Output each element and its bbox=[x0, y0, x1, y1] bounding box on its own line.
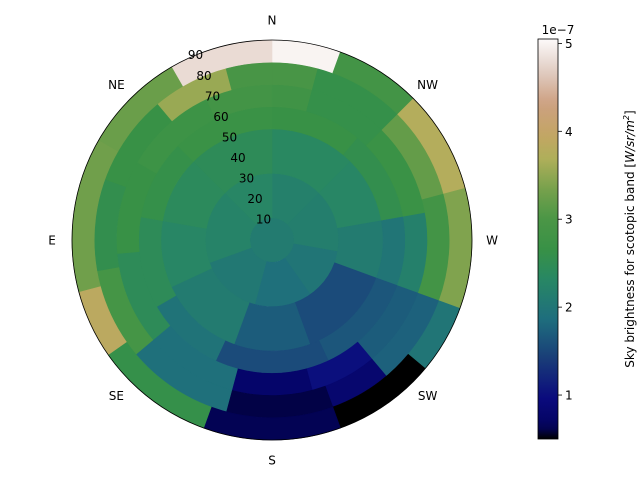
colorbar-label-main: Sky brightness for scotopic band [ bbox=[623, 163, 637, 368]
direction-label-s: S bbox=[268, 454, 276, 468]
colorbar-tick-label-3: 3 bbox=[565, 213, 573, 227]
colorbar-tick-label-2: 2 bbox=[565, 301, 573, 315]
radial-tick-label-70: 70 bbox=[205, 89, 220, 103]
colorbar-label-close: ] bbox=[623, 110, 637, 115]
colorbar-gradient bbox=[538, 39, 558, 439]
radial-tick-labels: 10 20 30 40 50 60 70 80 90 bbox=[188, 48, 271, 226]
radial-tick-label-90: 90 bbox=[188, 48, 203, 62]
direction-label-ne: NE bbox=[108, 78, 125, 92]
colorbar: 1 2 3 4 5 1e−7 Sky brightness for scotopic b… bbox=[537, 23, 637, 440]
sky-brightness-wedges bbox=[71, 39, 473, 441]
colorbar-frame bbox=[537, 38, 559, 440]
direction-label-sw: SW bbox=[418, 389, 438, 403]
direction-label-se: SE bbox=[109, 389, 124, 403]
colorbar-label-unit-exponent: 2 bbox=[622, 115, 631, 120]
direction-label-e: E bbox=[48, 234, 56, 248]
polar-plot-border bbox=[71, 39, 473, 441]
polar-plot-area: 10 20 30 40 50 60 70 80 90 N NW W SW S SE E NE bbox=[48, 14, 498, 468]
colorbar-ticks: 1 2 3 4 5 bbox=[558, 37, 573, 403]
radial-tick-label-60: 60 bbox=[213, 110, 228, 124]
radial-tick-label-20: 20 bbox=[247, 192, 262, 206]
colorbar-label: Sky brightness for scotopic band [W/sr/m… bbox=[622, 110, 637, 367]
radial-tick-label-40: 40 bbox=[230, 151, 245, 165]
direction-labels: N NW W SW S SE E NE bbox=[48, 14, 498, 468]
direction-label-n: N bbox=[268, 14, 277, 28]
radial-tick-label-30: 30 bbox=[239, 171, 254, 185]
colorbar-label-unit: W/sr/m bbox=[623, 120, 637, 163]
radial-tick-label-80: 80 bbox=[196, 69, 211, 83]
colorbar-tick-label-4: 4 bbox=[565, 125, 573, 139]
colorbar-tick-label-1: 1 bbox=[565, 389, 573, 403]
colorbar-exponent-label: 1e−7 bbox=[542, 23, 575, 37]
radial-tick-label-50: 50 bbox=[222, 130, 237, 144]
direction-label-nw: NW bbox=[417, 78, 438, 92]
direction-label-w: W bbox=[486, 234, 498, 248]
colorbar-tick-label-5: 5 bbox=[565, 37, 573, 51]
radial-tick-label-10: 10 bbox=[256, 213, 271, 227]
